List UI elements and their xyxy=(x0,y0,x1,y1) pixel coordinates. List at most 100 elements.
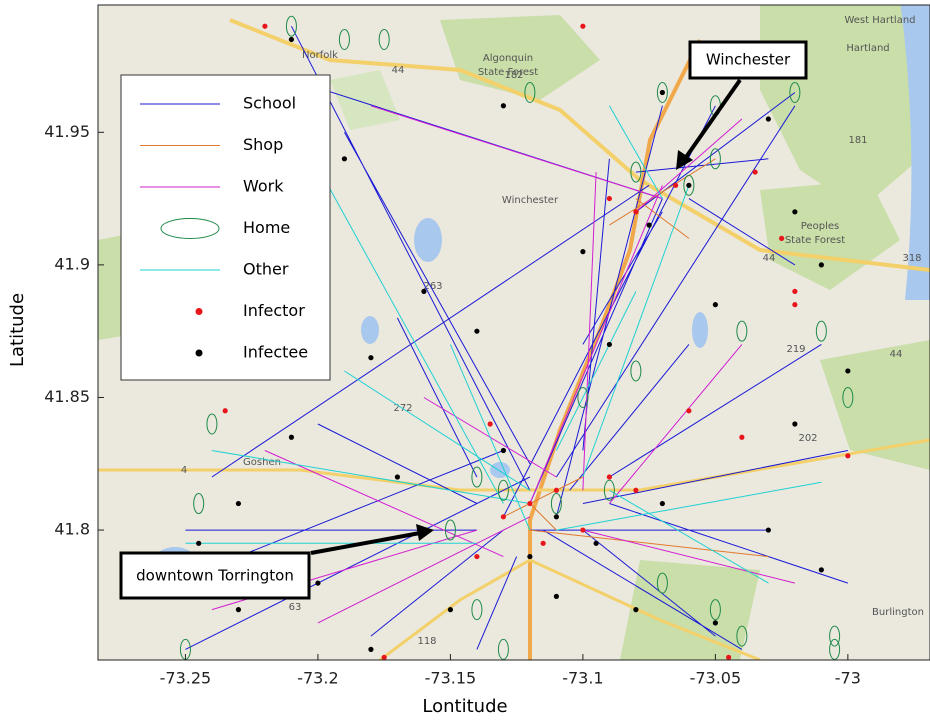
person-dot xyxy=(686,408,691,413)
person-dot xyxy=(382,655,387,660)
map-label: 118 xyxy=(417,636,436,647)
person-dot xyxy=(686,183,691,188)
map-label: Norfolk xyxy=(302,50,338,61)
person-dot xyxy=(196,541,201,546)
person-dot xyxy=(713,620,718,625)
legend-swatch xyxy=(196,308,203,315)
person-dot xyxy=(289,37,294,42)
y-tick-label: 41.9 xyxy=(54,254,90,273)
map-label: Winchester xyxy=(502,195,559,206)
y-tick-label: 41.8 xyxy=(54,520,90,539)
chart: West Hartland Hartland Algonquin State Fore… xyxy=(0,0,930,719)
person-dot xyxy=(660,90,665,95)
person-dot xyxy=(633,607,638,612)
person-dot xyxy=(792,421,797,426)
person-dot xyxy=(554,488,559,493)
person-dot xyxy=(236,607,241,612)
person-dot xyxy=(647,223,652,228)
person-dot xyxy=(315,580,320,585)
legend-label: Shop xyxy=(243,135,283,154)
annotation-text: Winchester xyxy=(706,51,791,69)
person-dot xyxy=(448,607,453,612)
person-dot xyxy=(633,488,638,493)
legend-label: Other xyxy=(243,260,289,279)
person-dot xyxy=(594,541,599,546)
legend-label: Infectee xyxy=(243,343,308,362)
x-axis-label: Lontitude xyxy=(422,696,507,717)
person-dot xyxy=(501,514,506,519)
map-label: 219 xyxy=(786,344,805,355)
person-dot xyxy=(488,421,493,426)
x-tick-label: -73.05 xyxy=(690,669,742,688)
person-dot xyxy=(845,453,850,458)
map-label: State Forest xyxy=(785,235,845,246)
person-dot xyxy=(819,262,824,267)
person-dot xyxy=(474,554,479,559)
person-dot xyxy=(753,169,758,174)
map-label: 182 xyxy=(504,70,523,81)
person-dot xyxy=(289,435,294,440)
person-dot xyxy=(501,448,506,453)
map-label: West Hartland xyxy=(844,15,915,26)
person-dot xyxy=(713,302,718,307)
person-dot xyxy=(580,24,585,29)
person-dot xyxy=(779,236,784,241)
person-dot xyxy=(421,289,426,294)
map-label: Burlington xyxy=(872,607,924,618)
map-label: 63 xyxy=(289,602,302,613)
map-label: 202 xyxy=(798,433,817,444)
person-dot xyxy=(554,514,559,519)
map-label: 4 xyxy=(181,465,187,476)
person-dot xyxy=(792,302,797,307)
person-dot xyxy=(527,501,532,506)
person-dot xyxy=(673,183,678,188)
y-axis-label: Latitude xyxy=(7,293,28,367)
map-label: 181 xyxy=(848,135,867,146)
person-dot xyxy=(660,501,665,506)
person-dot xyxy=(845,368,850,373)
person-dot xyxy=(223,408,228,413)
person-dot xyxy=(262,24,267,29)
x-tick-label: -73.25 xyxy=(160,669,212,688)
person-dot xyxy=(236,501,241,506)
map-label: 44 xyxy=(890,349,903,360)
legend-box xyxy=(121,75,330,380)
person-dot xyxy=(819,567,824,572)
person-dot xyxy=(368,355,373,360)
legend: School Shop Work Home Other Infector Infectee xyxy=(121,75,330,380)
person-dot xyxy=(726,655,731,660)
map-label: 44 xyxy=(763,253,776,264)
person-dot xyxy=(607,342,612,347)
person-dot xyxy=(474,329,479,334)
legend-swatch xyxy=(196,350,203,357)
person-dot xyxy=(766,527,771,532)
person-dot xyxy=(342,156,347,161)
person-dot xyxy=(607,474,612,479)
map-label: Peoples xyxy=(801,221,839,232)
person-dot xyxy=(580,249,585,254)
legend-label: Infector xyxy=(243,301,305,320)
legend-label: Work xyxy=(243,177,284,196)
map-label: Algonquin xyxy=(483,53,533,64)
person-dot xyxy=(633,209,638,214)
person-dot xyxy=(792,289,797,294)
person-dot xyxy=(580,527,585,532)
person-dot xyxy=(607,196,612,201)
legend-label: School xyxy=(243,94,296,113)
person-dot xyxy=(792,209,797,214)
person-dot xyxy=(739,435,744,440)
map-label: 44 xyxy=(392,65,405,76)
legend-label: Home xyxy=(243,218,290,237)
person-dot xyxy=(501,103,506,108)
x-tick-label: -73.2 xyxy=(297,669,338,688)
map-label: 318 xyxy=(902,253,921,264)
y-tick-label: 41.85 xyxy=(44,387,90,406)
map-label: Hartland xyxy=(846,43,889,54)
person-dot xyxy=(766,116,771,121)
person-dot xyxy=(554,594,559,599)
person-dot xyxy=(368,647,373,652)
person-dot xyxy=(541,541,546,546)
annotation-text: downtown Torrington xyxy=(136,567,294,585)
person-dot xyxy=(527,554,532,559)
x-tick-label: -73.1 xyxy=(562,669,603,688)
